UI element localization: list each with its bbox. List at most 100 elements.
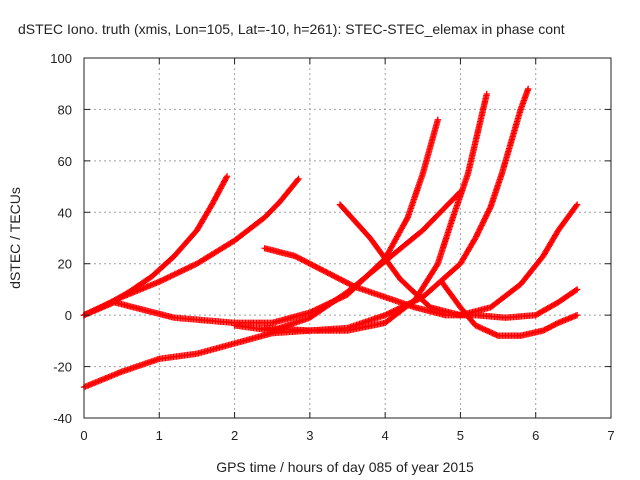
x-tick-label: 1: [156, 428, 163, 443]
y-tick-label: 80: [58, 102, 72, 117]
data-point: [176, 268, 184, 275]
data-point: [174, 269, 181, 277]
data-point: [294, 176, 301, 184]
data-point: [188, 263, 195, 270]
data-point: [486, 205, 494, 212]
data-point: [161, 275, 169, 283]
axis-ticks: 0 1 2 3 4 5 6 7 -40 -20 0 20 40 60 80 100: [50, 51, 614, 443]
data-point: [168, 272, 176, 279]
grid: [84, 58, 611, 418]
series-3: [80, 116, 442, 327]
data-point: [164, 274, 171, 281]
data-point: [394, 305, 401, 313]
series-8: [261, 85, 532, 334]
data-point: [457, 188, 464, 195]
y-tick-label: 20: [58, 257, 72, 272]
y-axis-label: dSTEC / TECUs: [7, 187, 23, 289]
data-point: [572, 287, 580, 294]
y-tick-label: 60: [58, 154, 72, 169]
data-point: [179, 267, 187, 274]
data-point: [472, 234, 479, 242]
x-tick-label: 3: [306, 428, 313, 443]
data-point: [160, 276, 167, 283]
data-point: [483, 212, 490, 219]
y-tick-label: -20: [53, 360, 72, 375]
data-point: [472, 233, 480, 240]
data-point: [182, 265, 189, 273]
data-point: [400, 303, 407, 310]
data-point: [167, 273, 174, 280]
data-point: [387, 309, 394, 316]
data-point: [482, 213, 489, 221]
data-point: [350, 282, 357, 290]
data-point: [476, 226, 483, 233]
data-point: [295, 175, 302, 183]
x-tick-label: 7: [607, 428, 614, 443]
data-point: [433, 261, 441, 269]
data-point: [190, 261, 198, 269]
data-point: [391, 307, 399, 314]
data-point: [477, 224, 484, 232]
data-point: [186, 263, 194, 271]
x-tick-label: 4: [382, 428, 389, 443]
data-point: [474, 230, 481, 237]
data-point: [481, 215, 489, 222]
data-point: [405, 300, 413, 308]
data-point: [156, 278, 163, 285]
data-point: [181, 266, 188, 273]
y-tick-label: 40: [58, 205, 72, 220]
data-point: [388, 308, 396, 316]
data-point: [415, 295, 422, 303]
data-point: [170, 271, 177, 279]
data-point: [485, 208, 492, 215]
data-point: [416, 295, 424, 302]
data-point: [409, 298, 417, 306]
data-point: [175, 269, 183, 276]
data-point: [189, 262, 196, 269]
data-point: [223, 173, 231, 180]
data-point: [484, 209, 492, 216]
data-point: [573, 201, 581, 208]
chart-title: dSTEC Iono. truth (xmis, Lon=105, Lat=-1…: [18, 21, 565, 37]
data-point: [477, 223, 485, 230]
data-point: [412, 297, 420, 304]
data-point: [183, 265, 191, 272]
data-point: [524, 85, 532, 93]
data-point: [481, 216, 488, 223]
data-point: [478, 222, 485, 229]
y-tick-label: -40: [53, 411, 72, 426]
data-point: [401, 302, 408, 310]
data-point: [381, 311, 389, 319]
data-point: [172, 270, 180, 277]
data-point: [573, 286, 581, 293]
data-point: [408, 299, 415, 306]
series-9: [438, 278, 581, 339]
data-point: [407, 299, 414, 307]
data-point: [480, 217, 487, 225]
data-point: [483, 210, 491, 218]
data-point: [386, 309, 393, 317]
data-point: [414, 296, 421, 304]
x-tick-label: 6: [532, 428, 539, 443]
data-point: [485, 206, 493, 214]
x-tick-label: 2: [231, 428, 238, 443]
data-point: [403, 215, 411, 222]
data-point: [475, 229, 482, 236]
data-point: [479, 219, 487, 226]
series-1: [80, 173, 231, 319]
data-point: [434, 116, 442, 123]
data-point: [572, 202, 580, 210]
data-point: [171, 271, 178, 278]
data-point: [117, 294, 124, 302]
data-point: [165, 273, 173, 281]
data-point: [157, 277, 164, 285]
series-4: [80, 90, 490, 391]
data-point: [163, 275, 170, 282]
data-point: [398, 303, 406, 311]
data-point: [456, 189, 463, 197]
data-marks: [80, 85, 581, 391]
data-point: [402, 301, 410, 309]
x-tick-label: 5: [457, 428, 464, 443]
plot-frame: [83, 57, 612, 419]
